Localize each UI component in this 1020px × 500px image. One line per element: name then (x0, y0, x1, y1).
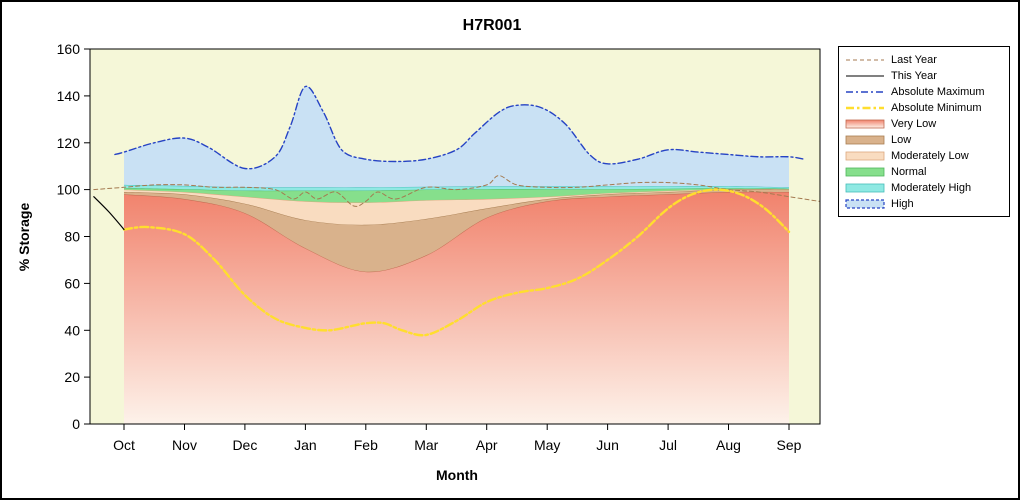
y-tick-label: 20 (64, 369, 80, 385)
series-last-year (93, 175, 820, 207)
y-tick-label: 60 (64, 275, 80, 291)
legend-swatch-normal (845, 167, 885, 177)
y-tick-label: 0 (72, 416, 80, 432)
y-axis-label: % Storage (16, 203, 32, 272)
legend-label: Very Low (891, 118, 937, 130)
legend-swatch-high (845, 199, 885, 209)
x-axis-label: Month (436, 467, 478, 483)
band-high (124, 86, 789, 188)
y-tick-label: 40 (64, 322, 80, 338)
legend-swatch-absolute-minimum (846, 106, 884, 110)
legend-swatch-moderately-high (845, 183, 885, 193)
legend-label: Low (891, 134, 912, 146)
legend-item-moderately-high: Moderately High (845, 180, 1003, 196)
legend-label: This Year (891, 70, 937, 82)
legend-item-very-low: Very Low (845, 116, 1003, 132)
x-tick-label: Sep (777, 437, 802, 453)
legend-item-last-year: Last Year (845, 52, 1003, 68)
y-tick-label: 140 (57, 88, 81, 104)
series-absolute-minimum (122, 188, 791, 337)
legend-swatch-low (845, 135, 885, 145)
y-tick-label: 160 (57, 41, 81, 57)
x-tick-label: Mar (414, 437, 438, 453)
x-tick-label: Jul (659, 437, 677, 453)
series-absolute-maximum (114, 85, 805, 170)
legend-label: Moderately Low (891, 150, 969, 162)
legend-label: Absolute Maximum (891, 86, 985, 98)
y-tick-label: 120 (57, 135, 81, 151)
legend-swatch-last-year (846, 59, 884, 61)
x-tick-label: Oct (113, 437, 135, 453)
y-tick-label: 80 (64, 229, 80, 245)
x-tick-label: Dec (232, 437, 257, 453)
x-tick-label: Apr (476, 437, 498, 453)
band-low (124, 189, 789, 272)
legend-item-moderately-low: Moderately Low (845, 148, 1003, 164)
legend-item-absolute-maximum: Absolute Maximum (845, 84, 1003, 100)
legend-label: Normal (891, 166, 927, 178)
x-tick-label: Jan (294, 437, 317, 453)
legend-swatch-moderately-low (845, 151, 885, 161)
x-tick-label: May (534, 437, 560, 453)
x-tick-label: Aug (716, 437, 741, 453)
legend-swatch-very-low (845, 119, 885, 129)
y-tick-label: 100 (57, 182, 81, 198)
x-tick-label: Nov (172, 437, 197, 453)
legend-label: Absolute Minimum (891, 102, 982, 114)
legend-item-low: Low (845, 132, 1003, 148)
x-tick-label: Feb (354, 437, 378, 453)
legend-label: Moderately High (891, 182, 972, 194)
chart-title: H7R001 (463, 17, 522, 34)
legend-item-high: High (845, 196, 1003, 212)
chart-legend: Last Year This Year Absolute Maximum Absolu… (838, 46, 1010, 217)
legend-label: High (891, 198, 914, 210)
series-this-year (93, 196, 125, 231)
x-tick-label: Jun (596, 437, 619, 453)
band-moderately-low (124, 189, 789, 225)
band-normal (124, 188, 789, 203)
legend-swatch-absolute-maximum (846, 91, 884, 93)
legend-item-normal: Normal (845, 164, 1003, 180)
legend-swatch-this-year (846, 75, 884, 77)
legend-label: Last Year (891, 54, 937, 66)
legend-item-absolute-minimum: Absolute Minimum (845, 100, 1003, 116)
legend-item-this-year: This Year (845, 68, 1003, 84)
